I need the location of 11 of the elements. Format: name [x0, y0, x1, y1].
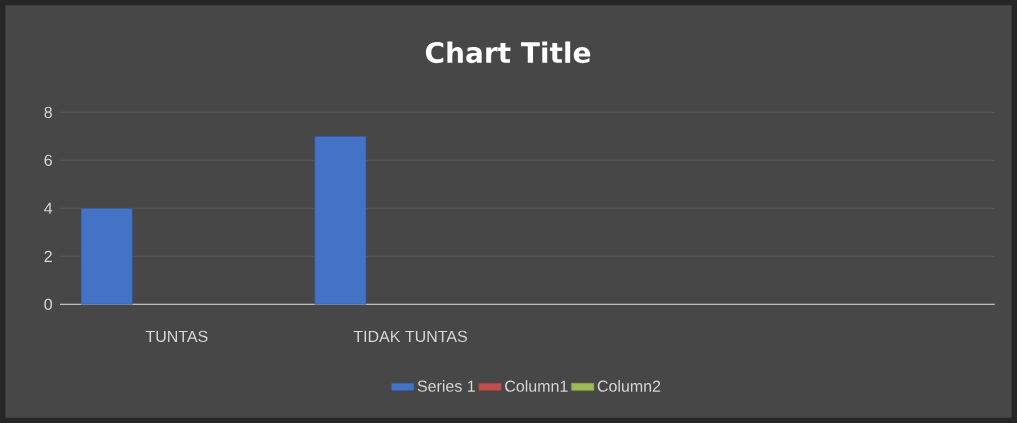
y-tick-label: 4: [44, 202, 53, 214]
y-tick-label: 0: [44, 298, 53, 310]
x-tick-label: TIDAK TUNTAS: [353, 330, 467, 343]
chart-title: Chart Title: [425, 41, 591, 64]
y-tick-label: 8: [44, 106, 52, 118]
y-tick-label: 2: [44, 250, 52, 262]
y-tick-label: 6: [44, 154, 52, 166]
legend-label: Column2: [597, 380, 661, 392]
legend-label: Series 1: [417, 380, 475, 392]
legend-label: Column1: [505, 380, 568, 392]
x-tick-label: TUNTAS: [145, 330, 208, 343]
